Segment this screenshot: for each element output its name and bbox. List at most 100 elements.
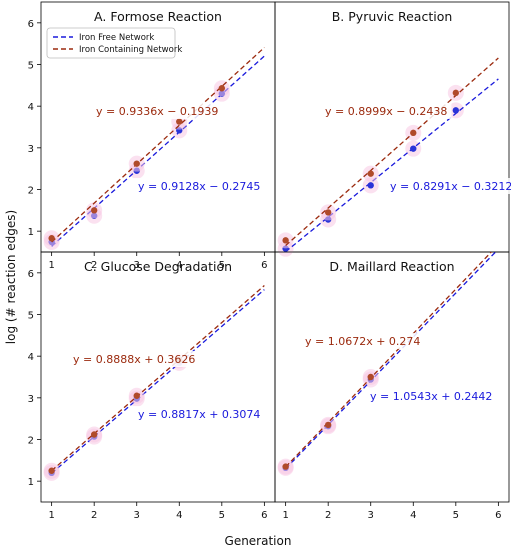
data-point	[218, 85, 226, 92]
data-point	[452, 107, 460, 114]
x-tick-label: 6	[261, 510, 267, 521]
equation-label: y = 0.9336x − 0.1939	[96, 105, 218, 118]
series-iron-containing: y = 0.9336x − 0.1939	[43, 47, 265, 247]
series-iron-containing: y = 0.8999x − 0.2438	[277, 57, 499, 249]
data-point	[90, 431, 98, 438]
x-tick-label: 6	[495, 510, 501, 521]
fit-line	[51, 47, 265, 243]
equation-bg	[69, 351, 200, 367]
data-point	[324, 209, 332, 216]
y-tick-label: 4	[28, 102, 34, 113]
x-tick-label: 2	[91, 260, 97, 271]
x-tick-label: 1	[48, 260, 54, 271]
panel-frame	[40, 251, 276, 503]
x-tick-label: 6	[261, 260, 267, 271]
panel-2: B. Pyruvic Reaction y = 0.8291x − 0.3212 y…	[274, 1, 511, 257]
panel-title: A. Formose Reaction	[94, 9, 222, 24]
equation-bg	[134, 178, 265, 194]
data-point	[324, 421, 332, 429]
legend-box	[46, 27, 176, 59]
data-point	[133, 160, 140, 167]
data-point	[176, 118, 183, 125]
series-iron-containing: y = 1.0672x + 0.274	[277, 252, 493, 475]
x-tick-label: 4	[410, 510, 416, 521]
legend-entry: Iron Containing Network	[53, 45, 182, 55]
x-tick-label: 3	[368, 510, 374, 521]
panel-title: B. Pyruvic Reaction	[332, 9, 453, 24]
y-tick-label: 2	[28, 436, 34, 447]
x-tick-label: 3	[134, 260, 140, 271]
data-point	[48, 235, 55, 242]
y-tick-label: 1	[28, 477, 34, 488]
data-point	[90, 207, 98, 214]
equation-bg	[366, 388, 497, 404]
x-tick-label: 4	[176, 260, 182, 271]
data-point	[282, 463, 289, 470]
equation-bg	[92, 103, 223, 119]
equation-label: y = 0.9128x − 0.2745	[138, 180, 260, 193]
equation-label: y = 1.0543x + 0.2442	[370, 390, 492, 403]
y-tick-label: 1	[28, 227, 34, 238]
x-tick-label: 5	[219, 510, 225, 521]
series-iron-containing: y = 0.8888x + 0.3626	[43, 285, 265, 479]
x-tick-label: 1	[282, 510, 288, 521]
equation-label: y = 0.8999x − 0.2438	[325, 105, 447, 118]
legend: Iron Free Network Iron Containing Network	[46, 27, 182, 59]
fit-line	[285, 252, 497, 470]
equation-bg	[321, 103, 452, 119]
panel-frame	[274, 251, 510, 503]
data-point	[367, 182, 374, 189]
y-tick-label: 4	[28, 352, 34, 363]
y-tick-label: 5	[28, 311, 34, 322]
x-tick-label: 2	[325, 510, 331, 521]
x-tick-label: 5	[453, 510, 459, 521]
fit-line	[285, 252, 493, 468]
equation-label: y = 1.0672x + 0.274	[305, 335, 420, 348]
x-tick-label: 1	[48, 510, 54, 521]
data-point	[410, 129, 417, 137]
y-tick-label: 3	[28, 144, 34, 155]
fit-line	[51, 285, 265, 472]
y-tick-label: 6	[28, 19, 34, 30]
y-tick-label: 3	[28, 394, 34, 405]
x-tick-label: 3	[134, 510, 140, 521]
equation-label: y = 0.8817x + 0.3074	[138, 408, 260, 421]
data-point	[367, 170, 374, 177]
x-axis-label: Generation	[225, 534, 292, 548]
y-tick-label: 5	[28, 61, 34, 72]
panel-4: D. Maillard Reaction 1 2 3 4 5 6 y = 1.0543x + …	[274, 251, 510, 521]
data-point	[48, 467, 55, 474]
fit-line	[51, 289, 265, 474]
x-tick-label: 2	[91, 510, 97, 521]
fit-line	[51, 55, 265, 247]
series-iron-free: y = 0.8291x − 0.3212	[277, 78, 511, 257]
panel-1: A. Formose Reaction 1 2 3 4 5 6 1 2 3 4 5 6 y = 0.912…	[28, 1, 276, 271]
legend-label: Iron Containing Network	[79, 45, 182, 55]
legend-entry: Iron Free Network	[53, 33, 154, 43]
panel-title: D. Maillard Reaction	[329, 259, 454, 274]
series-iron-free: y = 0.9128x − 0.2745	[43, 55, 265, 250]
fit-line	[285, 78, 499, 252]
data-point	[282, 237, 289, 244]
x-tick-label: 5	[219, 260, 225, 271]
y-axis-label: log (# reaction edges)	[4, 210, 18, 344]
equation-bg	[386, 178, 511, 194]
legend-label: Iron Free Network	[79, 33, 154, 43]
panel-frame	[274, 1, 510, 253]
panel-3: C. Glucose Degradation 1 2 3 4 5 6 1 2 3 4 5 6 y = 0.…	[28, 251, 276, 521]
y-tick-label: 6	[28, 269, 34, 280]
equation-bg	[301, 333, 425, 349]
series-iron-free: y = 0.8817x + 0.3074	[43, 289, 265, 481]
panel-title: C. Glucose Degradation	[84, 259, 232, 274]
series-iron-free: y = 1.0543x + 0.2442	[277, 252, 497, 476]
equation-bg	[134, 406, 265, 422]
data-point	[133, 392, 140, 399]
fit-line	[285, 57, 499, 246]
y-tick-label: 2	[28, 186, 34, 197]
x-tick-label: 4	[176, 510, 182, 521]
panels: A. Formose Reaction 1 2 3 4 5 6 1 2 3 4 5 6 y = 0.912…	[28, 1, 511, 521]
data-point	[410, 145, 417, 152]
data-point	[367, 373, 374, 381]
data-point	[452, 89, 460, 97]
